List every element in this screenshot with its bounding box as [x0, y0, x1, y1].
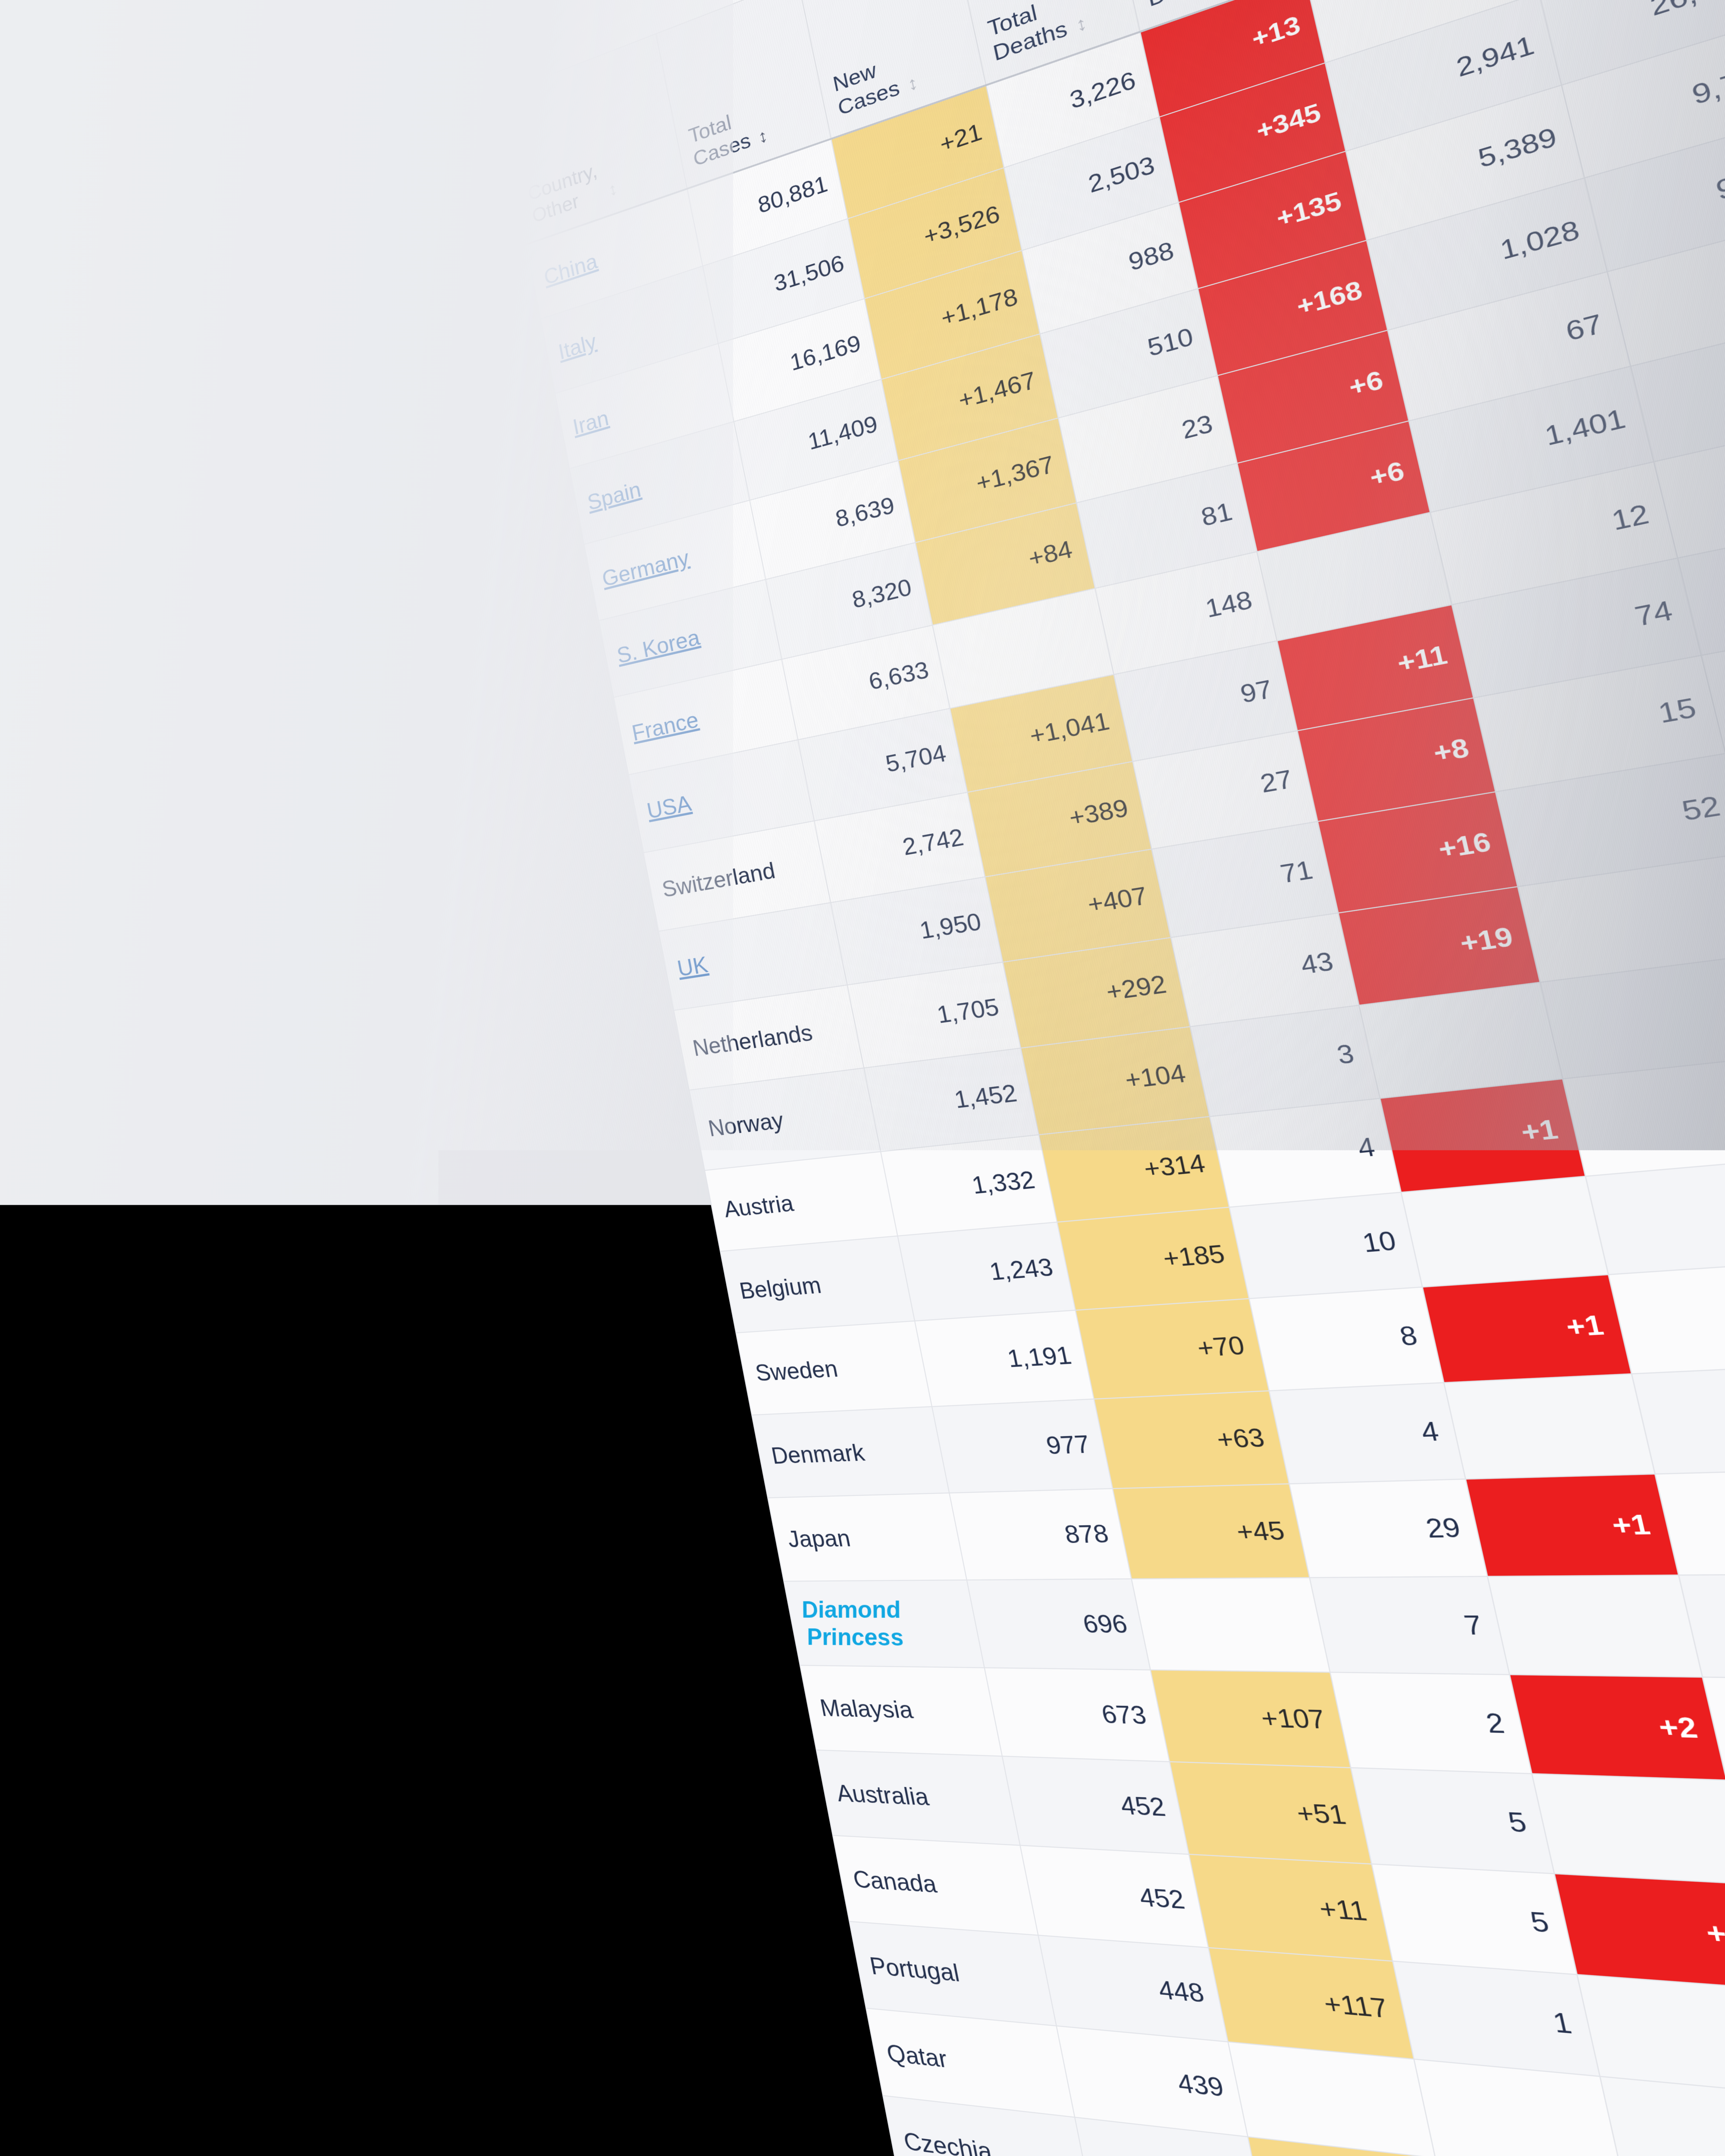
- sort-icon-country[interactable]: ↕: [607, 180, 616, 199]
- country-link[interactable]: S. Korea: [615, 625, 702, 668]
- country-link[interactable]: China: [542, 249, 599, 290]
- total-deaths-cell: 2: [1330, 1672, 1531, 1774]
- monitor-photo: ology × Chocolat Search: Country,Other↕ …: [0, 0, 1725, 2156]
- country-link[interactable]: Italy: [556, 329, 598, 364]
- total-cases-cell: 1,191: [915, 1310, 1094, 1407]
- new-deaths-cell: [1443, 1374, 1655, 1479]
- country-link[interactable]: UK: [675, 952, 710, 981]
- country-link[interactable]: Iran: [571, 406, 611, 440]
- new-cases-cell: +70: [1076, 1299, 1269, 1399]
- total-cases-cell: 696: [966, 1579, 1151, 1670]
- new-deaths-cell: [1531, 1774, 1725, 1884]
- country-cell: Belgium: [720, 1236, 915, 1333]
- new-cases-cell: [1132, 1578, 1330, 1672]
- country-cell: Canada: [833, 1836, 1038, 1935]
- sort-icon-total-deaths[interactable]: ↕: [1074, 14, 1085, 35]
- total-deaths-cell: 7: [1309, 1576, 1509, 1675]
- column-header-new-cases-label: New Cases: [831, 52, 902, 121]
- new-deaths-cell: +2: [1509, 1675, 1725, 1780]
- total-deaths-cell: 4: [1210, 1098, 1401, 1207]
- total-deaths-cell: 5: [1371, 1864, 1577, 1974]
- country-cell: Denmark: [752, 1407, 949, 1498]
- total-deaths-cell: 29: [1289, 1479, 1487, 1578]
- country-cell: Sweden: [736, 1321, 932, 1415]
- country-link[interactable]: Germany: [600, 545, 691, 592]
- new-deaths-cell: [1401, 1176, 1609, 1287]
- total-cases-cell: 452: [1020, 1846, 1208, 1948]
- total-deaths-cell: 8: [1249, 1287, 1443, 1391]
- total-cases-cell: 1,243: [897, 1222, 1076, 1321]
- total-deaths-cell: 10: [1229, 1192, 1422, 1299]
- new-deaths-cell: +1: [1422, 1275, 1632, 1383]
- country-cell: Diamond Princess: [784, 1580, 984, 1667]
- total-cases-cell: 977: [932, 1399, 1113, 1493]
- country-cell: Malaysia: [800, 1665, 1002, 1756]
- country-label-diamond-princess: Diamond Princess: [799, 1596, 906, 1651]
- new-cases-cell: +45: [1113, 1484, 1309, 1579]
- total-cases-cell: 1,332: [881, 1135, 1057, 1236]
- country-link[interactable]: USA: [645, 791, 693, 824]
- new-cases-cell: +107: [1151, 1670, 1351, 1768]
- worldometer-page: Search: Country,Other↕ TotalCases↕ NewCa…: [474, 0, 1725, 2156]
- new-cases-cell: +51: [1170, 1762, 1371, 1864]
- country-link[interactable]: Spain: [586, 477, 643, 515]
- new-cases-cell: +117: [1208, 1948, 1414, 2059]
- new-cases-cell: +63: [1094, 1391, 1289, 1489]
- new-cases-cell: +185: [1057, 1207, 1249, 1310]
- total-cases-cell: 878: [949, 1489, 1132, 1580]
- new-deaths-cell: [1487, 1575, 1703, 1677]
- new-deaths-cell: [1600, 2076, 1725, 2156]
- column-header-total-cases-label: Total Cases: [687, 105, 753, 171]
- new-deaths-cell: +1: [1554, 1874, 1725, 1989]
- country-cell: Japan: [768, 1493, 966, 1581]
- total-cases-cell: 673: [984, 1668, 1170, 1762]
- total-deaths-cell: 4: [1269, 1383, 1465, 1484]
- country-link[interactable]: France: [630, 707, 701, 746]
- monitor-screen: Search: Country,Other↕ TotalCases↕ NewCa…: [474, 0, 1725, 2156]
- total-cases-cell: 452: [1002, 1756, 1189, 1855]
- total-cases-cell: 448: [1038, 1935, 1228, 2042]
- new-deaths-cell: +1: [1380, 1079, 1585, 1192]
- coronavirus-data-table: Country, Other ↕ Total Cases ↕ New Cases ↕ Tot…: [497, 0, 1725, 2156]
- sort-icon-new-cases[interactable]: ↕: [906, 74, 916, 94]
- total-deaths-cell: 1: [1393, 1961, 1600, 2076]
- sort-icon-total-cases[interactable]: ↕: [757, 127, 767, 147]
- country-cell: Australia: [816, 1750, 1020, 1846]
- new-deaths-cell: +1: [1465, 1474, 1679, 1576]
- column-header-total-deaths-label: Total Deaths: [986, 0, 1070, 66]
- table-body: China80,881+213,226+1368,7158,9403,226It…: [526, 0, 1725, 2156]
- new-cases-cell: +314: [1039, 1116, 1229, 1222]
- new-cases-cell: +11: [1189, 1854, 1393, 1961]
- column-header-country-label: Country, Other: [526, 159, 603, 228]
- total-deaths-cell: 5: [1351, 1767, 1554, 1874]
